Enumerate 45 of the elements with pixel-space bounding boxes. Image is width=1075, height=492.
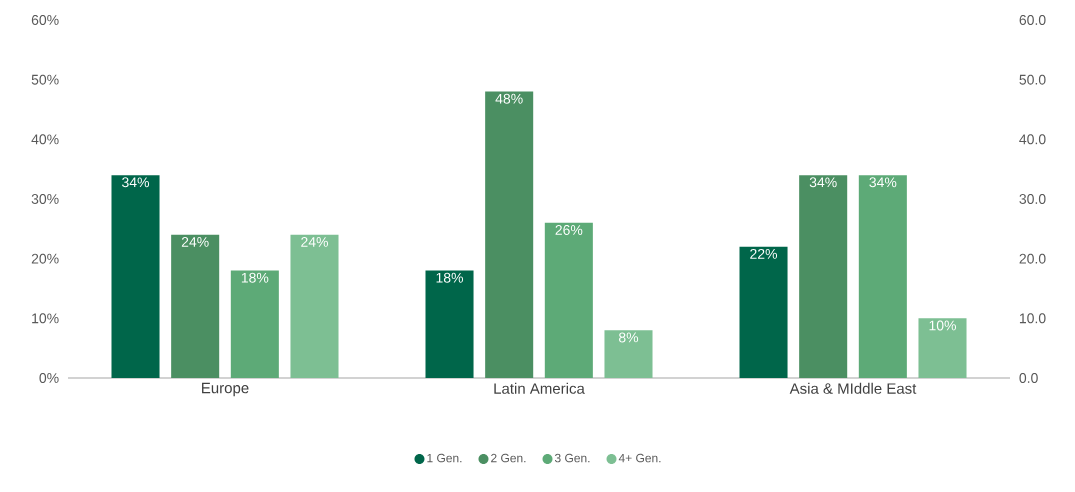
y2-tick-label: 30.0: [1019, 194, 1046, 204]
y2-tick-label: 50.0: [1019, 74, 1046, 85]
bar: [799, 175, 848, 378]
y2-tick-label: 60.0: [1019, 15, 1046, 25]
y-tick-label: 50%: [31, 74, 59, 85]
data-label: 24%: [301, 236, 328, 247]
data-label: 34%: [122, 177, 150, 188]
y2-tick-label: 40.0: [1019, 134, 1046, 145]
y2-tick-label: 20.0: [1019, 253, 1046, 264]
legend-label: 2 Gen.: [491, 453, 526, 463]
x-tick-label: Latin America: [494, 382, 585, 394]
bar: [544, 222, 593, 378]
legend-label: 1 Gen.: [427, 453, 462, 463]
data-label: 48%: [495, 93, 523, 104]
bar: [290, 234, 339, 378]
data-label: 24%: [181, 236, 209, 247]
y-tick-label: 30%: [31, 194, 59, 204]
y2-tick-label: 10.0: [1019, 313, 1046, 324]
y-tick-label: 60%: [31, 15, 59, 25]
bar: [604, 330, 653, 378]
data-label: 8%: [618, 332, 639, 343]
bar: [858, 175, 907, 378]
data-label: 26%: [555, 225, 583, 235]
data-label: 34%: [809, 177, 837, 188]
bar: [485, 91, 534, 378]
legend-label: 4+ Gen.: [618, 453, 661, 463]
x-tick-label: Europe: [202, 382, 249, 397]
y-tick-label: 10%: [32, 313, 59, 324]
y-tick-label: 0%: [39, 373, 59, 383]
data-label: 10%: [929, 320, 957, 331]
y-tick-label: 20%: [31, 253, 59, 264]
x-tick-label: Asia & MIddle East: [789, 382, 917, 394]
bar: [230, 270, 279, 378]
data-label: 34%: [869, 177, 897, 188]
bar: [739, 246, 788, 378]
y-tick-label: 40%: [31, 134, 59, 145]
legend-label: 3 Gen.: [554, 453, 590, 463]
y2-tick-label: 0.0: [1019, 373, 1038, 383]
data-label: 18%: [436, 272, 464, 283]
data-label: 18%: [241, 272, 269, 283]
bar: [111, 175, 160, 378]
bar: [171, 234, 220, 378]
bar: [918, 318, 967, 378]
bar: [425, 270, 474, 378]
data-label: 22%: [750, 248, 778, 259]
